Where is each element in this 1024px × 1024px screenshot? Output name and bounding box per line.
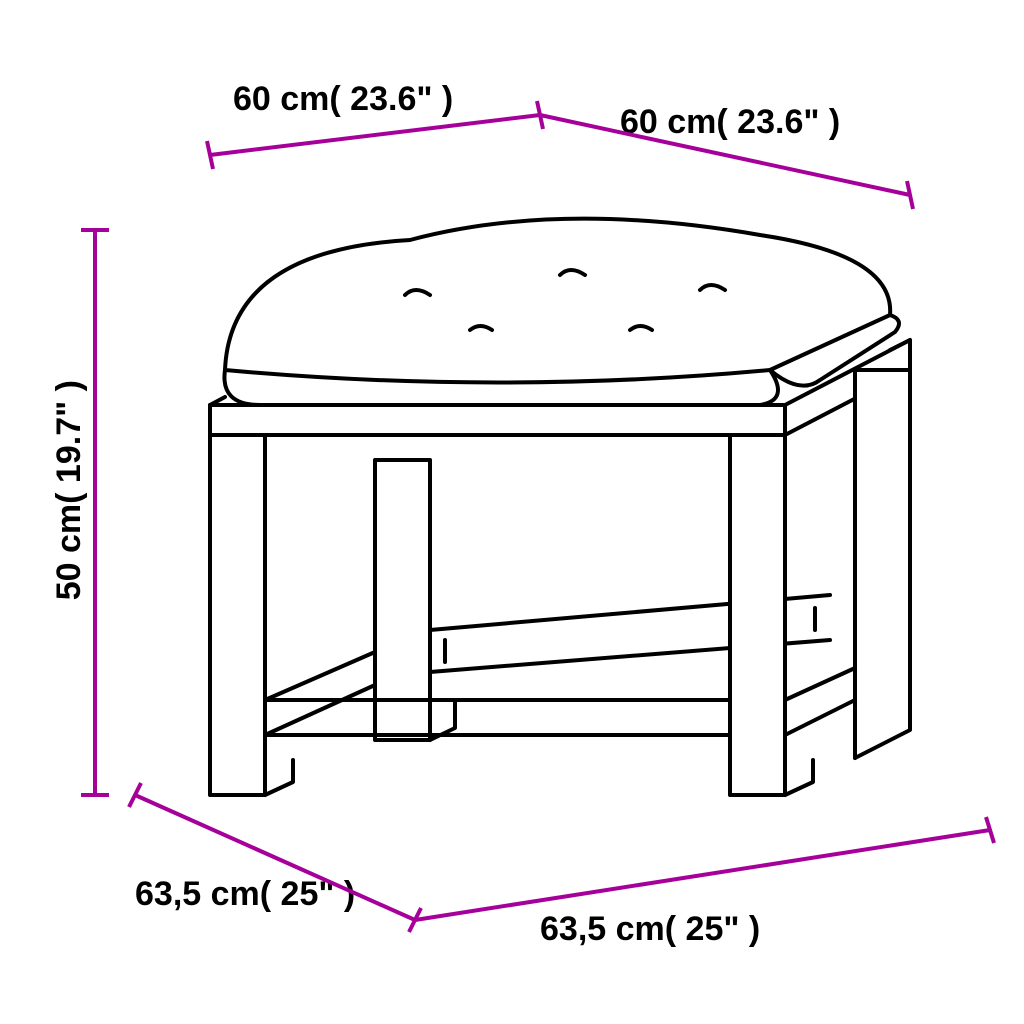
stool-drawing bbox=[210, 219, 910, 795]
dimension-lines bbox=[81, 101, 994, 932]
seat-board bbox=[210, 340, 910, 435]
lower-rails bbox=[265, 595, 855, 735]
dim-bottom-right bbox=[415, 817, 994, 920]
diagram-svg bbox=[0, 0, 1024, 1024]
leg-back-left bbox=[375, 460, 455, 740]
dim-label-bottom-left: 63,5 cm( 25" ) bbox=[135, 875, 355, 914]
cushion bbox=[224, 219, 899, 405]
leg-back-right bbox=[855, 370, 910, 758]
dim-label-top-left: 60 cm( 23.6" ) bbox=[233, 80, 453, 119]
leg-front-left bbox=[210, 435, 293, 795]
leg-front-right bbox=[730, 435, 813, 795]
dim-label-top-right: 60 cm( 23.6" ) bbox=[620, 103, 840, 142]
dim-label-height: 50 cm( 19.7" ) bbox=[50, 380, 89, 600]
dim-label-bottom-right: 63,5 cm( 25" ) bbox=[540, 910, 760, 949]
